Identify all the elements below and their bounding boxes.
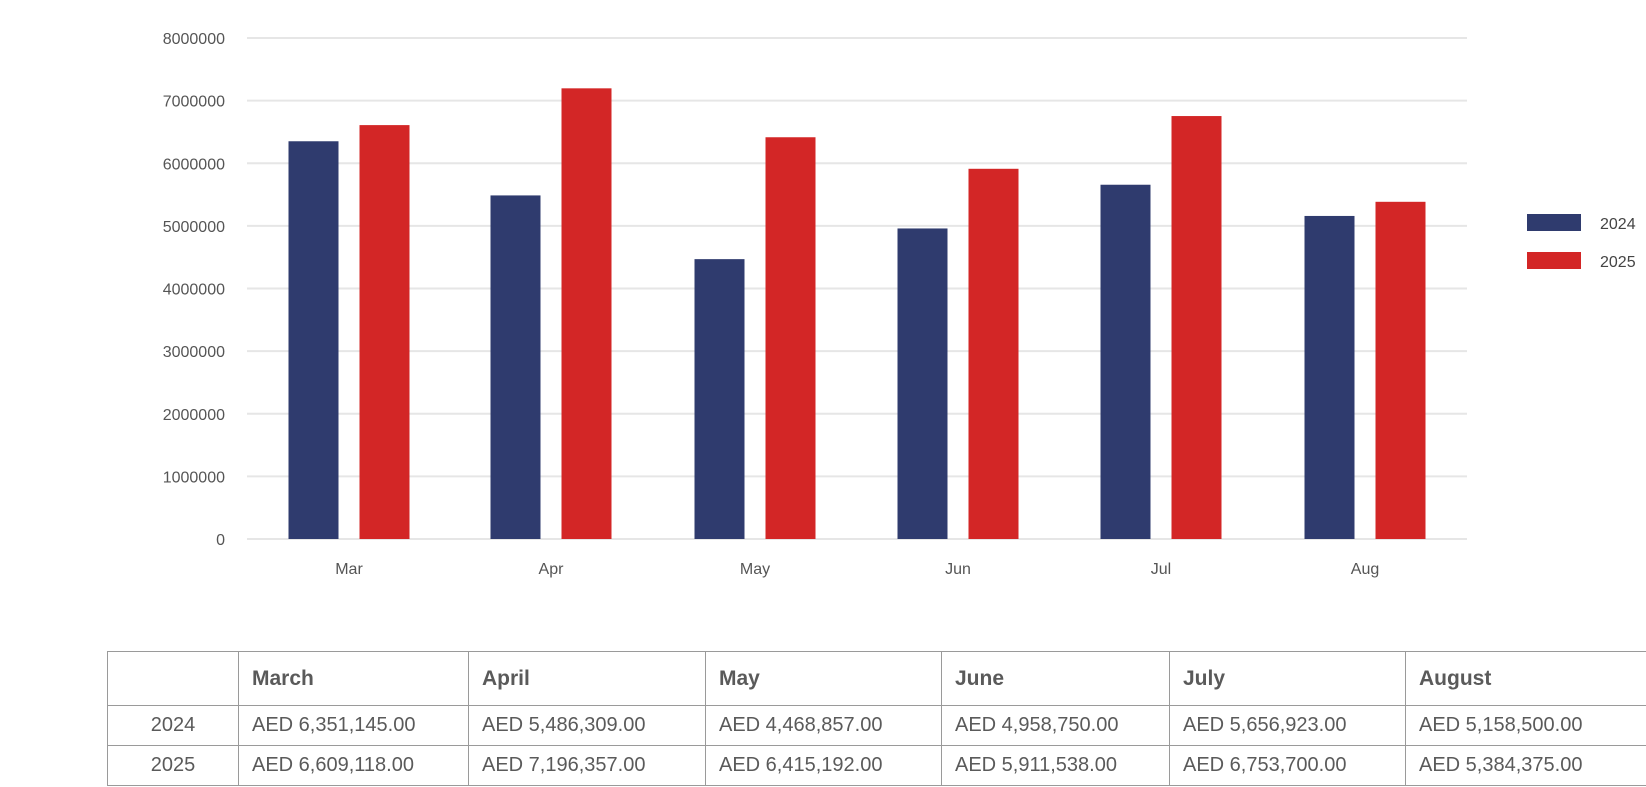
legend-label-2024: 2024 [1600,216,1636,233]
x-tick-label: Jun [945,561,971,578]
table-header-cell: July [1169,651,1406,706]
table-cell: AED 6,609,118.00 [238,745,469,786]
table-row-year: 2025 [107,745,239,786]
table-cell: AED 5,384,375.00 [1405,745,1646,786]
x-tick-label: Aug [1351,561,1379,578]
table-header-cell: May [705,651,942,706]
y-tick-label: 6000000 [163,156,225,173]
table-row-year: 2024 [107,705,239,746]
table-cell: AED 5,656,923.00 [1169,705,1406,746]
y-tick-label: 3000000 [163,344,225,361]
y-tick-label: 2000000 [163,407,225,424]
bar-2024-mar [288,141,339,540]
legend-swatch-2025 [1527,252,1581,269]
x-tick-label: May [740,561,770,578]
table-header-cell [107,651,239,706]
bar-2024-may [694,259,745,539]
table-header-cell: April [468,651,706,706]
table-row: 2025 AED 6,609,118.00 AED 7,196,357.00 A… [107,745,1646,786]
table-cell: AED 6,351,145.00 [238,705,469,746]
y-tick-label: 0 [216,532,225,549]
bar-2025-apr [561,88,612,540]
legend-swatch-2024 [1527,214,1581,231]
y-tick-label: 5000000 [163,219,225,236]
bar-2024-apr [490,195,541,539]
y-tick-label: 4000000 [163,282,225,299]
y-tick-label: 1000000 [163,469,225,486]
table-cell: AED 4,468,857.00 [705,705,942,746]
table-header-cell: June [941,651,1170,706]
y-tick-label: 8000000 [163,31,225,48]
bar-2025-mar [359,125,410,539]
table-cell: AED 5,486,309.00 [468,705,706,746]
bar-2024-jul [1100,184,1151,539]
table-cell: AED 5,911,538.00 [941,745,1170,786]
x-tick-label: Apr [539,561,565,578]
table-row: 2024 AED 6,351,145.00 AED 5,486,309.00 A… [107,705,1646,746]
bar-2025-may [765,137,816,539]
table-header-cell: August [1405,651,1646,706]
table-cell: AED 4,958,750.00 [941,705,1170,746]
bar-2025-aug [1375,201,1426,539]
bar-2024-jun [897,228,948,539]
bar-chart: 0 1000000 2000000 3000000 4000000 5000000 6000… [163,31,1636,578]
table-cell: AED 6,415,192.00 [705,745,942,786]
x-tick-label: Jul [1151,561,1171,578]
y-tick-label: 7000000 [163,94,225,111]
table-cell: AED 5,158,500.00 [1405,705,1646,746]
bar-2025-jun [968,168,1019,540]
bar-2024-aug [1304,215,1355,539]
x-tick-label: Mar [335,561,363,578]
data-table: March April May June July August 2024 AE… [107,651,1646,786]
bar-2025-jul [1171,116,1222,540]
table-cell: AED 6,753,700.00 [1169,745,1406,786]
table-cell: AED 7,196,357.00 [468,745,706,786]
legend-label-2025: 2025 [1600,254,1636,271]
table-header-cell: March [238,651,469,706]
table-header-row: March April May June July August [107,651,1646,706]
